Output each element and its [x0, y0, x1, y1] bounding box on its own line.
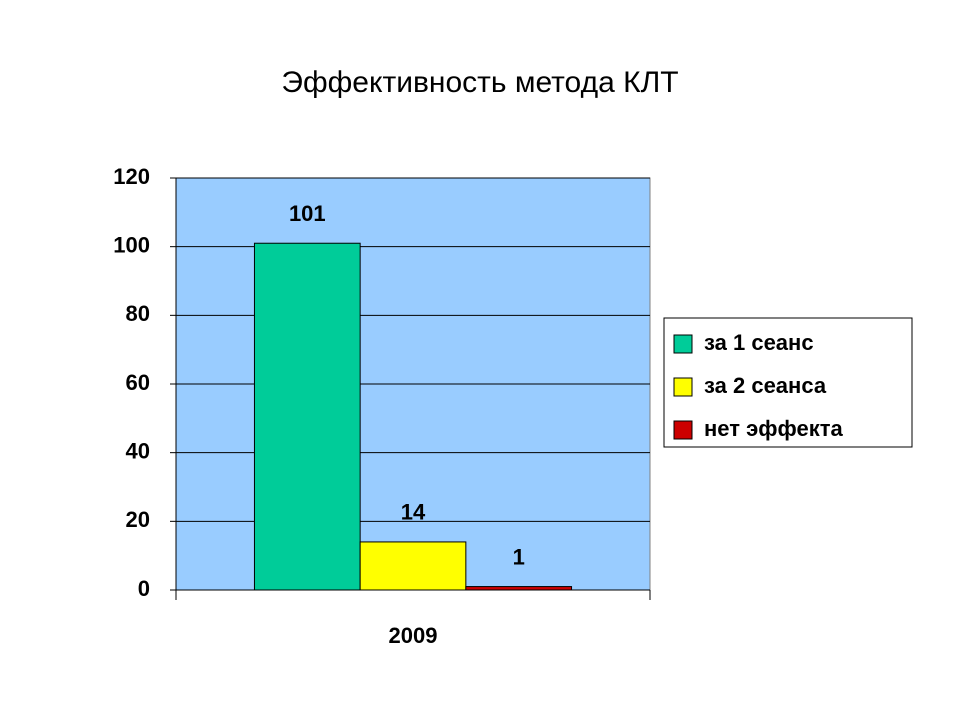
legend — [663, 317, 913, 448]
legend-label: за 1 сеанс — [704, 330, 814, 355]
y-tick-label: 20 — [126, 507, 150, 532]
data-label: 14 — [401, 500, 426, 525]
legend-label: нет эффекта — [704, 416, 844, 441]
y-tick-label: 0 — [138, 576, 150, 601]
bar — [253, 242, 361, 591]
y-tick-label: 120 — [113, 164, 150, 189]
y-tick-label: 40 — [126, 438, 150, 463]
legend-swatch — [673, 334, 693, 354]
bar — [465, 586, 573, 591]
y-tick-label: 60 — [126, 370, 150, 395]
legend-swatch — [673, 377, 693, 397]
y-tick-label: 100 — [113, 232, 150, 257]
data-label: 101 — [289, 201, 326, 226]
chart-title: Эффективность метода КЛТ — [281, 66, 678, 99]
legend-label: за 2 сеанса — [704, 373, 827, 398]
data-label: 1 — [513, 544, 525, 569]
legend-swatch — [673, 420, 693, 440]
bar — [359, 541, 467, 591]
x-tick-label: 2009 — [389, 623, 438, 648]
y-tick-label: 80 — [126, 301, 150, 326]
